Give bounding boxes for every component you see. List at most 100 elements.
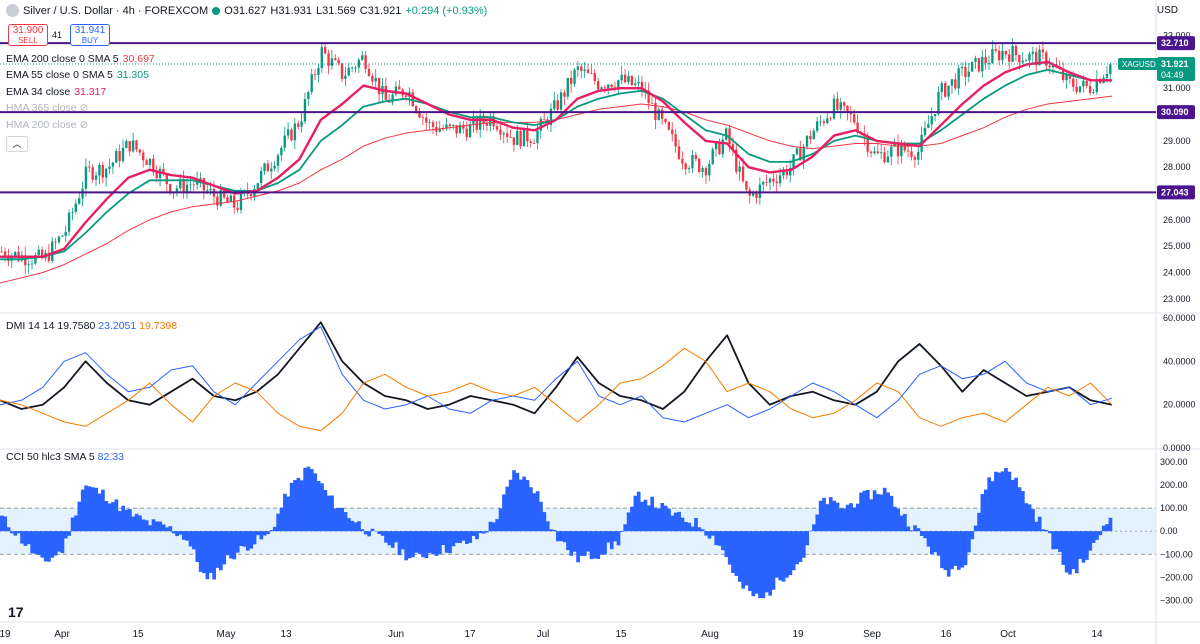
- cci-bar: [919, 531, 924, 536]
- cci-bar: [363, 531, 368, 535]
- cci-bar: [313, 473, 318, 532]
- currency-label[interactable]: USD: [1156, 5, 1178, 16]
- cci-bar: [6, 527, 11, 532]
- cci-bar: [323, 489, 328, 532]
- cci-bar: [67, 531, 72, 536]
- sell-button[interactable]: 31.900 SELL: [8, 24, 48, 46]
- candle-body: [40, 249, 44, 259]
- legend-cci[interactable]: CCI 50 hlc3 SMA 5 82.33: [6, 451, 124, 463]
- candle-body: [802, 146, 805, 161]
- cci-bar: [899, 515, 904, 532]
- cci-bar: [1095, 531, 1099, 540]
- cci-bar: [60, 531, 65, 554]
- candle-body: [785, 169, 789, 176]
- cci-bar: [545, 521, 550, 532]
- candle-body: [441, 128, 445, 130]
- candle-body: [428, 122, 431, 124]
- cci-bar: [114, 499, 119, 532]
- cci-bar: [57, 531, 61, 552]
- candle-body: [1031, 51, 1034, 54]
- legend-hma200[interactable]: HMA 200 close ⊘: [6, 119, 88, 131]
- eye-off-icon[interactable]: ⊘: [79, 119, 89, 131]
- cci-bar: [987, 477, 991, 532]
- cci-bar: [1027, 504, 1032, 532]
- candle-body: [438, 128, 441, 132]
- price-axis[interactable]: 33.000 31.000 29.000 28.000 26.000 25.000 24.0…: [1118, 31, 1196, 606]
- cci-bar: [360, 529, 365, 532]
- cci-bar: [219, 531, 223, 571]
- price-tick-label: 26.000: [1163, 215, 1191, 225]
- cci-bar: [1010, 479, 1015, 532]
- cci-bar: [1014, 477, 1018, 532]
- cci-bar: [336, 508, 341, 532]
- candle-body: [286, 129, 290, 136]
- candle-body: [896, 142, 900, 157]
- cci-bar: [148, 525, 152, 532]
- cci-bar: [397, 531, 402, 556]
- candle-body: [118, 151, 121, 161]
- cci-bar: [542, 512, 547, 532]
- level-tag: [1157, 185, 1195, 200]
- candle-body: [960, 66, 964, 69]
- candle-body: [910, 151, 913, 158]
- cci-bar: [235, 531, 240, 553]
- candle-body: [991, 49, 994, 64]
- candle-body: [67, 212, 71, 232]
- candle-body: [479, 115, 482, 130]
- cci-bar: [906, 526, 911, 532]
- cci-bar: [104, 501, 109, 532]
- cci-bar: [266, 531, 270, 535]
- cci-bar: [421, 531, 425, 558]
- price-pane[interactable]: [0, 38, 1156, 284]
- cci-bar: [953, 531, 958, 566]
- collapse-legend-button[interactable]: ︿: [6, 136, 28, 152]
- dmi-line-2: [0, 347, 1113, 432]
- candle-body: [522, 127, 526, 147]
- dmi-pane[interactable]: [0, 321, 1113, 432]
- cci-bar: [973, 525, 978, 532]
- cci-bar: [232, 531, 237, 560]
- cci-bar: [286, 496, 291, 532]
- hma365-label: HMA 365 close: [6, 102, 77, 114]
- spread-value: 41: [52, 30, 63, 40]
- cci-bar: [23, 531, 28, 546]
- buy-button[interactable]: 31.941 BUY: [70, 24, 110, 46]
- symbol-tag-label: XAGUSD: [1122, 60, 1156, 69]
- candle-body: [701, 168, 704, 172]
- candle-body: [206, 190, 209, 192]
- symbol-title[interactable]: Silver / U.S. Dollar · 4h · FOREXCOM: [23, 4, 209, 17]
- cci-bar: [475, 531, 479, 540]
- candle-body: [667, 122, 671, 130]
- cci-bar: [485, 531, 489, 533]
- time-tick-label: 15: [615, 629, 627, 640]
- candle-body: [997, 50, 1001, 61]
- cci-bar: [225, 531, 230, 556]
- cci-bar: [640, 501, 644, 532]
- cci-bar: [168, 526, 173, 532]
- cci-bar: [909, 530, 914, 532]
- ema55-label: EMA 55 close 0 SMA 5: [6, 69, 113, 81]
- legend-dmi[interactable]: DMI 14 14 19.7580 23.2051 19.7398: [6, 320, 177, 332]
- candle-body: [104, 168, 108, 178]
- legend-hma365[interactable]: HMA 365 close ⊘: [6, 102, 88, 114]
- cci-bar: [33, 531, 38, 554]
- candle-body: [64, 231, 67, 236]
- eye-off-icon[interactable]: ⊘: [79, 102, 89, 114]
- cci-pane[interactable]: [0, 466, 1156, 599]
- legend-ema55[interactable]: EMA 55 close 0 SMA 5 31.305: [6, 69, 149, 81]
- cci-bar: [296, 477, 301, 532]
- cci-bar: [586, 531, 590, 552]
- legend-ema200[interactable]: EMA 200 close 0 SMA 5 30.697: [6, 53, 155, 65]
- time-axis[interactable]: 19 Apr 15 May 13 Jun 17 Jul 15 Aug 19 Sep 16 Oct 14: [0, 629, 1103, 640]
- cci-bar: [461, 531, 466, 541]
- candle-body: [313, 74, 317, 76]
- cci-tick-label: −200.00: [1160, 572, 1193, 582]
- candle-body: [1028, 53, 1031, 61]
- market-open-icon: [212, 6, 221, 15]
- candle-body: [590, 72, 593, 74]
- cci-bar: [994, 471, 998, 532]
- legend-ema34[interactable]: EMA 34 close 31.317: [6, 86, 106, 98]
- cci-bar: [505, 486, 510, 532]
- cci-bar: [741, 531, 746, 589]
